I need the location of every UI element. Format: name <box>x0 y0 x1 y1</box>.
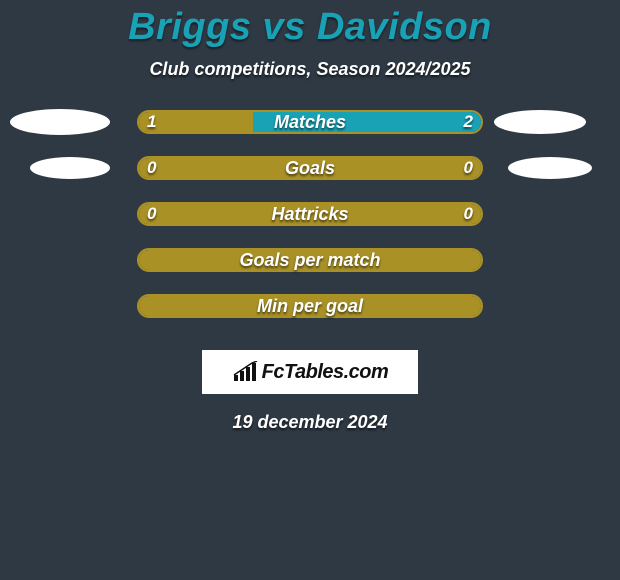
page-subtitle: Club competitions, Season 2024/2025 <box>0 59 620 80</box>
stat-row: Goals per match <box>0 248 620 294</box>
stat-row: Hattricks00 <box>0 202 620 248</box>
brand-badge: FcTables.com <box>202 350 418 394</box>
snapshot-date: 19 december 2024 <box>0 412 620 433</box>
stat-row: Min per goal <box>0 294 620 340</box>
stat-value-left: 0 <box>147 202 156 226</box>
stat-bar-fill-full <box>139 250 481 270</box>
stat-bar-track <box>137 248 483 272</box>
stat-row: Goals00 <box>0 156 620 202</box>
stat-bar-fill-full <box>139 158 481 178</box>
stat-bar-track <box>137 110 483 134</box>
stat-row: Matches12 <box>0 110 620 156</box>
stats-area: Matches12Goals00Hattricks00Goals per mat… <box>0 110 620 340</box>
stat-value-left: 1 <box>147 110 156 134</box>
stat-value-right: 2 <box>464 110 473 134</box>
brand-chart-icon <box>232 361 258 383</box>
comparison-infographic: Briggs vs Davidson Club competitions, Se… <box>0 6 620 580</box>
stat-value-left: 0 <box>147 156 156 180</box>
stat-bar-track <box>137 202 483 226</box>
stat-bar-fill-full <box>139 296 481 316</box>
stat-bar-track <box>137 156 483 180</box>
stat-bar-track <box>137 294 483 318</box>
stat-bar-fill-full <box>139 204 481 224</box>
brand-text: FcTables.com <box>262 361 389 384</box>
stat-value-right: 0 <box>464 156 473 180</box>
stat-bar-fill-right <box>253 112 481 132</box>
page-title: Briggs vs Davidson <box>0 6 620 49</box>
stat-value-right: 0 <box>464 202 473 226</box>
